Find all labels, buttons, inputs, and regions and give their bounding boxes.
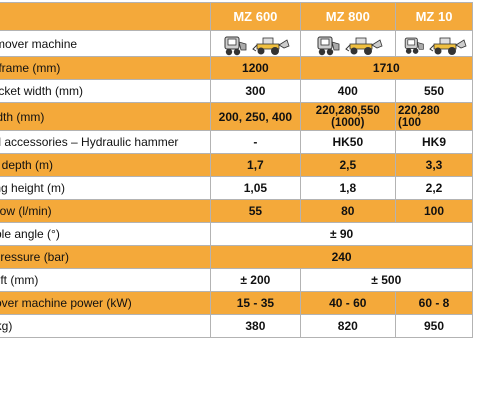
value-cell: 1,8 bbox=[299, 176, 397, 200]
model-header-mz10: MZ 10 bbox=[395, 2, 473, 31]
table-row: il flow (l/min) 55 80 100 bbox=[0, 199, 473, 223]
value-cell: 100 bbox=[395, 199, 473, 223]
row-label: of frame (mm) bbox=[0, 56, 212, 80]
value-cell: 2,5 bbox=[299, 153, 397, 177]
table-row: ding height (m) 1,05 1,8 2,2 bbox=[0, 176, 473, 200]
table-row: shift (mm) ± 200 ± 500 bbox=[0, 268, 474, 292]
row-label: bucket width (mm) bbox=[0, 79, 212, 103]
row-label: il pressure (bar) bbox=[0, 245, 212, 269]
machine-icons-cell bbox=[210, 30, 301, 57]
table-row: bucket width (mm) 300 400 550 bbox=[0, 79, 473, 103]
backhoe-loader-icon bbox=[429, 37, 467, 55]
value-cell: 1,7 bbox=[210, 153, 301, 177]
machine-icons-cell bbox=[395, 30, 473, 57]
value-cell: - bbox=[210, 130, 301, 154]
value-cell: 2,2 bbox=[395, 176, 473, 200]
skid-steer-icon bbox=[404, 37, 424, 54]
value-cell: 80 bbox=[299, 199, 397, 223]
value-cell: 1,05 bbox=[210, 176, 301, 200]
header-row: e MZ 600 MZ 800 MZ 10 bbox=[0, 2, 473, 31]
value-cell: 950 bbox=[395, 314, 473, 338]
value-cell: 550 bbox=[395, 79, 473, 103]
table-row: nal accessories – Hydraulic hammer - HK5… bbox=[0, 130, 473, 154]
value-cell: 300 bbox=[210, 79, 301, 103]
value-cell: 1710 bbox=[299, 56, 474, 80]
skid-steer-icon bbox=[317, 36, 340, 55]
value-cell: 15 - 35 bbox=[210, 291, 301, 315]
model-header-mz600: MZ 600 bbox=[210, 2, 301, 31]
value-cell: 220,280,550 (1000) bbox=[299, 102, 397, 131]
table-row: width (mm) 200, 250, 400 220,280,550 (10… bbox=[0, 102, 473, 131]
model-header-mz800: MZ 800 bbox=[299, 2, 397, 31]
value-text: 220,280 (100 bbox=[398, 104, 440, 129]
header-label: e bbox=[0, 2, 212, 31]
table-row: il pressure (bar) 240 bbox=[0, 245, 473, 269]
table-row: mover machine power (kW) 15 - 35 40 - 60… bbox=[0, 291, 473, 315]
value-text: 220,280,550 (1000) bbox=[315, 104, 380, 129]
value-cell: 220,280 (100 bbox=[395, 102, 473, 131]
table-row: e mover machine bbox=[0, 30, 473, 57]
value-cell: 40 - 60 bbox=[299, 291, 397, 315]
machine-icons-cell bbox=[299, 30, 397, 57]
backhoe-loader-icon bbox=[344, 37, 383, 55]
row-label: width (mm) bbox=[0, 102, 212, 131]
table-row: table angle (°) ± 90 bbox=[0, 222, 473, 246]
table-row: ng depth (m) 1,7 2,5 3,3 bbox=[0, 153, 473, 177]
row-label: e mover machine bbox=[0, 30, 212, 57]
value-cell: ± 200 bbox=[210, 268, 301, 292]
table-row: of frame (mm) 1200 1710 bbox=[0, 56, 474, 80]
row-label: table angle (°) bbox=[0, 222, 212, 246]
value-cell: 200, 250, 400 bbox=[210, 102, 301, 131]
value-cell: HK9 bbox=[395, 130, 473, 154]
spec-table: e MZ 600 MZ 800 MZ 10 e mover machine bbox=[0, 2, 474, 338]
skid-steer-icon bbox=[224, 36, 247, 55]
value-cell: 1200 bbox=[210, 56, 301, 80]
value-cell: ± 500 bbox=[299, 268, 474, 292]
row-label: ding height (m) bbox=[0, 176, 212, 200]
row-label: t (kg) bbox=[0, 314, 212, 338]
value-cell: 240 bbox=[210, 245, 473, 269]
backhoe-loader-icon bbox=[252, 37, 290, 55]
value-cell: 60 - 8 bbox=[395, 291, 473, 315]
value-cell: 400 bbox=[299, 79, 397, 103]
value-cell: 380 bbox=[210, 314, 301, 338]
value-cell: 3,3 bbox=[395, 153, 473, 177]
row-label: nal accessories – Hydraulic hammer bbox=[0, 130, 212, 154]
value-cell: ± 90 bbox=[210, 222, 473, 246]
row-label: shift (mm) bbox=[0, 268, 212, 292]
row-label: il flow (l/min) bbox=[0, 199, 212, 223]
table-row: t (kg) 380 820 950 bbox=[0, 314, 473, 338]
value-cell: HK50 bbox=[299, 130, 397, 154]
value-cell: 55 bbox=[210, 199, 301, 223]
row-label: ng depth (m) bbox=[0, 153, 212, 177]
value-cell: 820 bbox=[299, 314, 397, 338]
row-label: mover machine power (kW) bbox=[0, 291, 212, 315]
